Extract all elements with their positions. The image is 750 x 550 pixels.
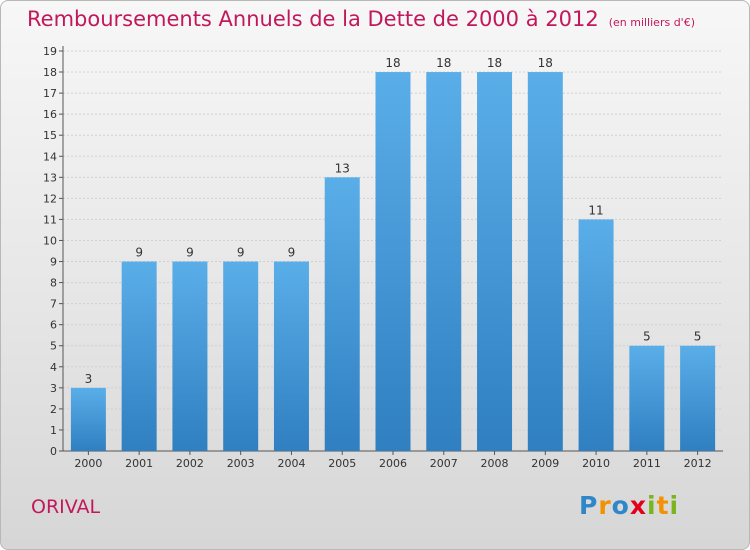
bar-2000	[70, 387, 106, 451]
x-tick-label: 2012	[684, 457, 712, 470]
y-tick-label: 8	[50, 277, 57, 290]
bar-2004	[273, 261, 309, 451]
chart-subtitle: (en milliers d'€)	[608, 16, 695, 29]
bar-value-label: 9	[288, 246, 296, 260]
logo-letter: o	[611, 491, 630, 520]
x-tick-label: 2010	[582, 457, 610, 470]
x-tick-labels: 2000 2001 2002 2003 2004 2005 2006 2007 2008 2009…	[74, 457, 711, 470]
y-tick-label: 16	[43, 108, 57, 121]
logo-letter: i	[669, 491, 680, 520]
y-tick-label: 7	[50, 298, 57, 311]
y-tick-label: 12	[43, 192, 57, 205]
proxiti-logo[interactable]: Proxiti	[579, 491, 679, 520]
bar-value-label: 18	[385, 56, 400, 70]
bar-2012	[680, 345, 716, 451]
bar-value-label: 5	[643, 330, 651, 344]
logo-letter: t	[656, 491, 670, 520]
bar-value-label: 18	[436, 56, 451, 70]
bar-2001	[121, 261, 157, 451]
bar-value-label: 9	[237, 246, 245, 260]
bar-value-label: 18	[538, 56, 553, 70]
x-tick-label: 2005	[328, 457, 356, 470]
bar-2008	[477, 72, 513, 451]
bar-2010	[578, 219, 614, 451]
bar-value-label: 13	[335, 161, 350, 175]
y-tick-label: 10	[43, 234, 57, 247]
bar-2006	[375, 72, 411, 451]
logo-letter: x	[629, 491, 647, 520]
x-tick-label: 2001	[125, 457, 153, 470]
y-tick-label: 1	[50, 424, 57, 437]
y-tick-label: 11	[43, 213, 57, 226]
y-tick-label: 15	[43, 129, 57, 142]
y-tick-label: 4	[50, 361, 57, 374]
bars	[70, 72, 716, 451]
bar-2011	[629, 345, 665, 451]
x-tick-label: 2003	[227, 457, 255, 470]
y-tick-label: 17	[43, 87, 57, 100]
y-tick-label: 9	[50, 256, 57, 269]
x-tick-label: 2007	[430, 457, 458, 470]
bar-value-label: 18	[487, 56, 502, 70]
y-tick-label: 2	[50, 403, 57, 416]
y-tick-label: 0	[50, 445, 57, 458]
x-tick-label: 2011	[633, 457, 661, 470]
y-tick-label: 3	[50, 382, 57, 395]
logo-letter: i	[647, 491, 657, 520]
y-tick-label: 14	[43, 150, 57, 163]
bar-value-label: 3	[85, 372, 93, 386]
bar-2003	[223, 261, 259, 451]
x-tick-label: 2002	[176, 457, 204, 470]
y-tick-label: 19	[43, 45, 57, 58]
x-tick-label: 2006	[379, 457, 407, 470]
bar-2005	[324, 177, 360, 451]
y-tick-label: 13	[43, 171, 57, 184]
bar-value-label: 9	[135, 246, 143, 260]
chart-title-block: Remboursements Annuels de la Dette de 20…	[27, 7, 695, 31]
x-tick-label: 2000	[74, 457, 102, 470]
y-tick-label: 18	[43, 66, 57, 79]
x-tick-label: 2008	[481, 457, 509, 470]
bar-2002	[172, 261, 208, 451]
y-tick-label: 6	[50, 319, 57, 332]
bar-value-label: 11	[588, 203, 603, 217]
city-name: ORIVAL	[31, 496, 101, 518]
bar-labels: 3 9 9 9 9 13 18 18 18 18 11 5 5	[85, 56, 702, 386]
x-tick-label: 2004	[277, 457, 305, 470]
bar-2007	[426, 72, 462, 451]
bar-value-label: 9	[186, 246, 194, 260]
bar-value-label: 5	[694, 330, 702, 344]
chart-title: Remboursements Annuels de la Dette de 20…	[27, 7, 599, 31]
y-tick-label: 5	[50, 340, 57, 353]
x-tick-label: 2009	[531, 457, 559, 470]
logo-letter: r	[598, 491, 612, 520]
logo-letter: P	[579, 491, 599, 520]
bar-2009	[527, 72, 563, 451]
